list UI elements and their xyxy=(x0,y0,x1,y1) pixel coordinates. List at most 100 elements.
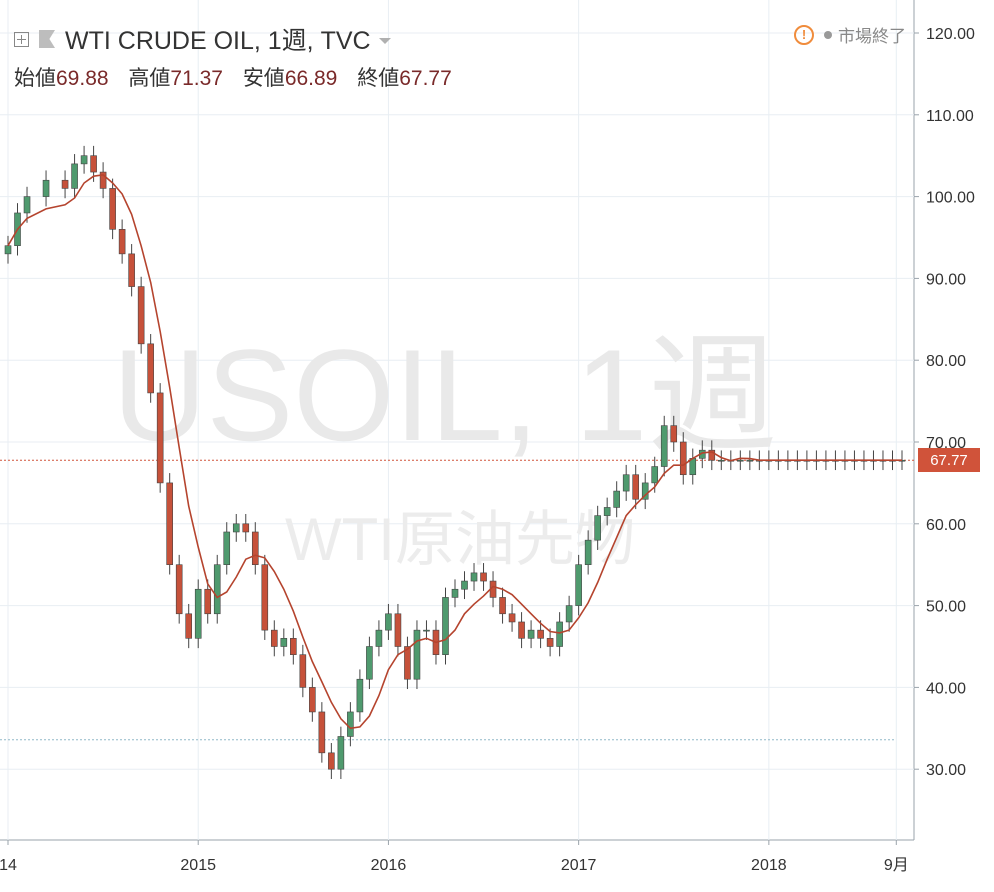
candle-up xyxy=(717,459,725,462)
high-label: 高値 xyxy=(128,67,171,90)
candle-up xyxy=(337,736,345,770)
candle-up xyxy=(584,539,592,565)
x-tick-label: 9月 xyxy=(884,857,909,874)
candle-up xyxy=(223,531,231,565)
candle-up xyxy=(42,179,50,197)
candle-down xyxy=(270,629,278,647)
chart-header: WTI CRUDE OIL, 1週, TVC 始値69.88 高値71.37 安… xyxy=(14,22,466,92)
exclamation-circle-icon[interactable]: ! xyxy=(794,24,814,45)
candle-up xyxy=(232,523,240,533)
y-tick-label: 50.00 xyxy=(926,599,966,616)
watermark-line2: WTI原油先物 xyxy=(285,506,635,573)
candle-down xyxy=(99,171,107,189)
low-label: 安値 xyxy=(242,67,285,90)
y-tick-label: 90.00 xyxy=(926,271,966,288)
candle-up xyxy=(594,515,601,541)
candle-down xyxy=(518,621,525,639)
candle-up xyxy=(470,572,478,582)
candle-down xyxy=(61,179,69,189)
candle-up xyxy=(375,629,383,647)
candle-up xyxy=(603,507,611,516)
candle-up xyxy=(641,482,649,500)
candle-down xyxy=(204,588,212,615)
candle-up xyxy=(80,155,88,165)
candle-down xyxy=(670,425,678,443)
candle-down xyxy=(109,188,116,230)
high-value: 71.37 xyxy=(170,67,223,90)
candle-down xyxy=(137,286,145,345)
candle-up xyxy=(280,638,288,647)
moving-average-line xyxy=(7,173,902,730)
candle-down xyxy=(147,343,154,394)
candle-up xyxy=(4,245,12,255)
candle-up xyxy=(565,605,573,623)
flag-icon xyxy=(39,30,55,48)
y-tick-label: 100.00 xyxy=(926,190,975,207)
caret-down-icon[interactable] xyxy=(378,38,391,44)
close-label: 終値 xyxy=(357,67,400,90)
candle-down xyxy=(156,392,164,484)
candle-down xyxy=(546,638,554,647)
x-tick-label: 2018 xyxy=(751,857,787,874)
candle-up xyxy=(423,629,430,632)
ohlc-row: 始値69.88 高値71.37 安値66.89 終値67.77 xyxy=(14,62,466,92)
x-tick-label: 2016 xyxy=(371,857,407,874)
candle-up xyxy=(613,490,620,508)
y-tick-label: 110.00 xyxy=(926,108,974,125)
candle-down xyxy=(299,654,307,688)
expand-icon[interactable] xyxy=(14,31,29,47)
candle-down xyxy=(499,597,506,615)
candle-up xyxy=(527,629,535,639)
candle-up xyxy=(461,580,468,590)
candle-down xyxy=(537,629,544,639)
last-price-tag: 67.77 xyxy=(918,448,980,472)
candle-down xyxy=(166,482,173,565)
y-tick-label: 70.00 xyxy=(926,435,966,452)
candle-down xyxy=(90,155,97,173)
market-status-text: 市場終了 xyxy=(838,27,906,46)
candle-up xyxy=(356,678,364,713)
candle-up xyxy=(23,196,31,214)
watermark-line1: USOIL, 1週 xyxy=(113,322,778,468)
candle-down xyxy=(508,613,516,623)
candle-down xyxy=(480,572,487,582)
candle-up xyxy=(385,613,392,631)
x-tick-label: 2015 xyxy=(180,857,216,874)
low-value: 66.89 xyxy=(284,67,338,90)
candle-up xyxy=(347,711,354,737)
candle-down xyxy=(290,638,297,655)
candle-down xyxy=(679,441,687,476)
open-value: 69.88 xyxy=(56,67,109,90)
y-tick-label: 120.00 xyxy=(926,26,975,43)
y-tick-label: 80.00 xyxy=(926,353,966,370)
candle-down xyxy=(242,523,250,533)
candle-down xyxy=(185,613,193,639)
candle-up xyxy=(622,474,630,492)
candle-up xyxy=(71,163,78,189)
candle-up xyxy=(451,588,459,598)
candle-down xyxy=(318,711,326,754)
candle-down xyxy=(175,564,183,615)
candle-down xyxy=(261,564,269,631)
status-dot-icon xyxy=(824,30,832,39)
candle-up xyxy=(575,564,582,606)
y-tick-label: 60.00 xyxy=(926,517,966,534)
open-label: 始値 xyxy=(14,67,56,90)
candle-up xyxy=(442,597,449,655)
candle-up xyxy=(413,629,421,680)
candle-down xyxy=(394,613,402,647)
candle-down xyxy=(632,474,640,500)
market-status: ! 市場終了 xyxy=(794,22,906,47)
candle-down xyxy=(128,253,135,287)
candle-up xyxy=(194,588,202,639)
candle-down xyxy=(328,752,335,770)
y-tick-label: 40.00 xyxy=(926,680,966,697)
x-tick-label: 14 xyxy=(0,857,17,874)
y-tick-label: 30.00 xyxy=(926,762,966,779)
candle-down xyxy=(118,229,126,255)
candle-up xyxy=(556,621,563,647)
symbol-title[interactable]: WTI CRUDE OIL, 1週, TVC xyxy=(65,27,371,55)
candle-up xyxy=(660,425,668,467)
